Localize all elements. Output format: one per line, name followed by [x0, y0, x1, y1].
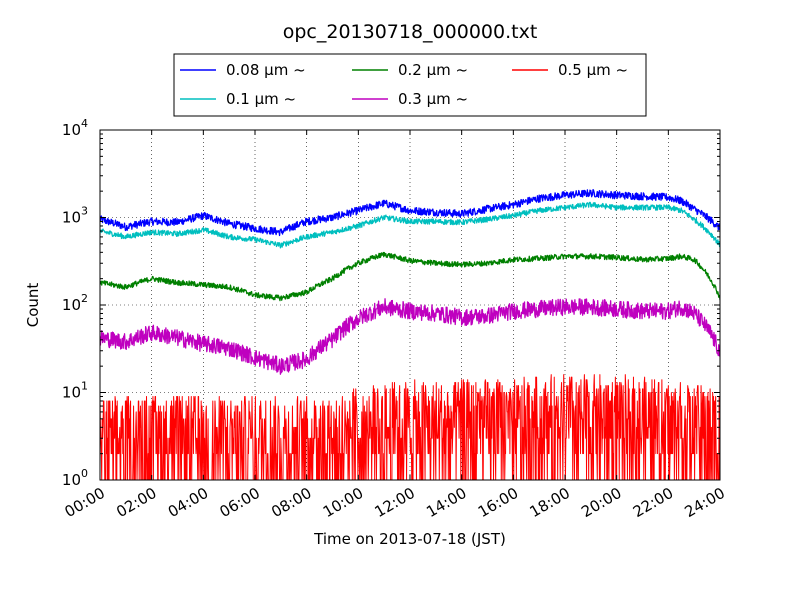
x-tick-label: 04:00	[165, 484, 211, 521]
legend: 0.08 μm ~ 0.1 μm ~ 0.2 μm ~ 0.3 μm ~ 0.5 μm …	[173, 53, 647, 117]
x-tick-label: 08:00	[268, 484, 314, 521]
y-axis-label: Count	[24, 283, 42, 328]
legend-label: 0.3 μm ~	[398, 90, 468, 108]
plot-area	[100, 189, 720, 480]
y-tick-label: 101	[62, 380, 88, 402]
chart-title: opc_20130718_000000.txt	[283, 21, 538, 43]
legend-label: 0.2 μm ~	[398, 61, 468, 79]
series-line	[100, 201, 720, 249]
series-line	[100, 251, 720, 302]
y-tick-label: 103	[62, 205, 88, 227]
x-tick-label: 20:00	[578, 484, 624, 521]
x-axis-label: Time on 2013-07-18 (JST)	[313, 530, 506, 548]
legend-label: 0.08 μm ~	[226, 61, 306, 79]
x-tick-label: 14:00	[423, 484, 469, 521]
x-tick-label: 16:00	[475, 484, 521, 521]
y-tick-label: 100	[62, 467, 88, 489]
x-tick-label: 18:00	[527, 484, 573, 521]
x-tick-label: 12:00	[372, 484, 418, 521]
y-tick-label: 104	[62, 117, 88, 139]
series-line	[100, 298, 720, 375]
x-tick-label: 24:00	[682, 484, 728, 521]
legend-frame	[173, 53, 647, 117]
legend-label: 0.5 μm ~	[558, 61, 628, 79]
y-tick-label: 102	[62, 292, 88, 314]
x-tick-label: 06:00	[217, 484, 263, 521]
x-tick-label: 22:00	[630, 484, 676, 521]
legend-label: 0.1 μm ~	[226, 90, 296, 108]
x-tick-label: 10:00	[320, 484, 366, 521]
series-line	[100, 189, 720, 237]
x-tick-label: 02:00	[113, 484, 159, 521]
series-line	[100, 374, 720, 480]
x-tick-label: 00:00	[62, 484, 108, 521]
